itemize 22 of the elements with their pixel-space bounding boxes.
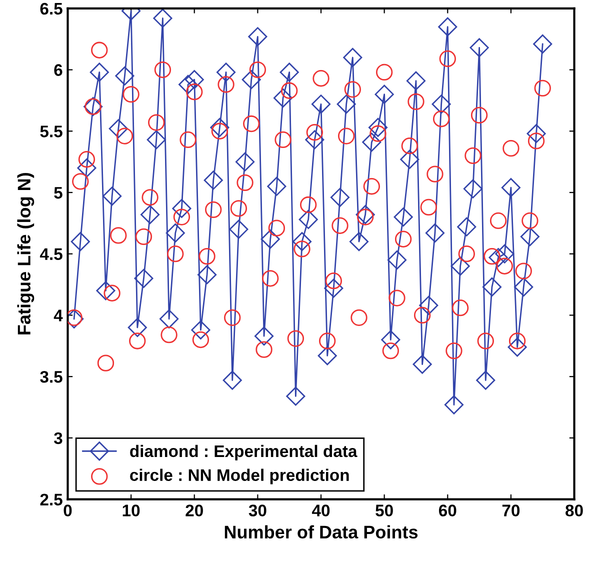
y-axis-title: Fatigue Life (log N)	[17, 173, 34, 334]
y-tick-label: 3	[54, 432, 62, 444]
x-tick-label: 0	[64, 504, 72, 516]
x-axis-title: Number of Data Points	[224, 525, 418, 539]
x-tick-label: 30	[248, 504, 266, 516]
y-tick-label: 5	[54, 187, 62, 199]
y-tick-label: 5.5	[40, 126, 62, 138]
x-tick-label: 10	[122, 504, 140, 516]
legend-label: diamond : Experimental data	[130, 444, 358, 460]
x-tick-label: 20	[186, 504, 203, 516]
y-tick-label: 6.5	[40, 2, 62, 15]
y-tick-label: 2.5	[40, 494, 62, 506]
y-tick-label: 4.5	[40, 248, 62, 260]
x-tick-label: 70	[502, 504, 520, 516]
x-tick-label: 80	[566, 504, 583, 516]
x-tick-label: 50	[376, 504, 393, 516]
x-tick-label: 40	[312, 504, 330, 516]
y-tick-label: 3.5	[40, 370, 62, 383]
y-tick-label: 6	[54, 64, 62, 76]
y-tick-label: 4	[54, 310, 63, 322]
x-tick-label: 60	[438, 504, 456, 516]
legend-label: circle : NN Model prediction	[130, 468, 349, 484]
